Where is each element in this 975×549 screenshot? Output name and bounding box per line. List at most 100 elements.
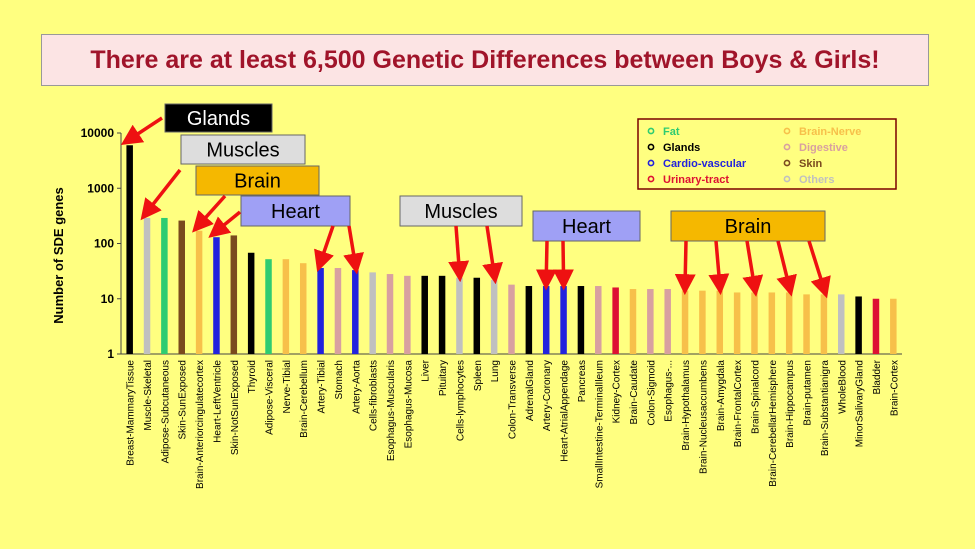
x-tick-labels: Breast-MammaryTissue Muscle-Skeletal Adipo… [126, 359, 901, 489]
bar-lung [490, 279, 498, 354]
legend-entry-brain-nerve: Brain-Nerve [799, 126, 861, 138]
x-tick-label: Kidney-Cortex [612, 360, 623, 423]
x-tick-label: Adipose-Subcutaneous [160, 360, 171, 463]
x-tick-label: Adipose-Visceral [265, 360, 276, 435]
x-tick-label: Artery-Aorta [351, 360, 362, 414]
legend-box [637, 118, 897, 190]
annotation-label-muscles: Muscles [206, 140, 279, 162]
x-tick-label: Cells-fibroblasts [369, 360, 380, 431]
bar-muscle-skeletal [143, 217, 151, 354]
legend-entry-glands: Glands [663, 142, 700, 154]
bar-skin-notsunexposed [230, 235, 238, 354]
legend-entry-cardio-vascular: Cardio-vascular [663, 158, 747, 170]
x-tick-label: Brain-Nucleusaccumbens [698, 360, 709, 474]
x-tick-label: Pancreas [577, 360, 588, 402]
x-tick-label: Breast-MammaryTissue [126, 360, 137, 466]
bar-colon-transverse [508, 284, 515, 354]
bar-liver [421, 275, 428, 354]
x-tick-label: Bladder [872, 359, 883, 394]
x-tick-label: Esophagus-Muscularis [386, 360, 397, 461]
bar-artery-coronary [542, 286, 550, 354]
x-tick-label: Lung [490, 360, 501, 382]
bar-brain-cortex [890, 298, 897, 354]
annotation-arrow [208, 210, 242, 238]
bar-brain-amygdala [716, 290, 724, 354]
annotation-arrow [343, 225, 364, 275]
bar-brain-hippocampus [785, 292, 793, 354]
x-tick-label: Stomach [334, 360, 345, 399]
bar-brain-caudate [629, 289, 637, 354]
annotation-arrow [314, 225, 335, 272]
x-tick-label: MinorSalivaryGland [855, 360, 866, 447]
bar-minorsalivarygland [855, 296, 862, 354]
y-tick-label: 10000 [81, 126, 115, 140]
annotation-arrow [448, 225, 470, 283]
annotation-arrow [742, 240, 764, 297]
x-tick-label: Brain-Substantianigra [820, 360, 831, 457]
x-tick-label: Thyroid [247, 360, 258, 393]
bar-brain-anteriorcingulatecortex [195, 230, 203, 354]
bar-brain-cerebellum [299, 263, 307, 354]
annotation-box-brain [195, 165, 320, 196]
x-tick-label: Artery-Coronary [542, 360, 553, 431]
bar-brain-hypothalamus [681, 290, 689, 354]
bar-brain-nucleusaccumbens [699, 290, 706, 354]
bar-spleen [473, 277, 481, 354]
x-tick-label: Colon-Sigmoid [646, 360, 657, 426]
x-tick-label: Brain-Caudate [629, 360, 640, 425]
annotation-arrow [807, 240, 831, 299]
annotations: Glands Muscles Brain Heart Muscles Heart Brain [120, 103, 831, 299]
x-tick-label: Brain-putamen [803, 360, 814, 426]
bar-colon-sigmoid [647, 289, 654, 354]
annotation-arrow [708, 240, 730, 296]
bar-cells-lymphocytes [456, 277, 463, 354]
bar-brain-cerebellarhemisphere [768, 292, 776, 354]
bar-thyroid [247, 252, 255, 354]
bar-nerve-tibial [282, 259, 290, 354]
x-tick-label: Heart-LeftVentricle [212, 360, 223, 443]
bar-brain-putamen [803, 294, 810, 354]
annotation-arrow [482, 225, 503, 285]
x-tick-label: Brain-Hippocampus [785, 360, 796, 448]
x-tick-label: Heart-AtrialAppendage [560, 360, 571, 462]
legend-marker [783, 143, 791, 151]
x-tick-label: Brain-Anteriorcingulatecortex [195, 360, 206, 489]
annotation-arrow [776, 240, 797, 297]
bar-adrenalgland [525, 286, 533, 354]
annotation-label-brain: Brain [234, 171, 281, 193]
legend-marker [783, 175, 791, 183]
x-tick-label: Artery-Tibial [317, 360, 328, 414]
x-tick-label: Esophagus-... [664, 360, 675, 422]
bar-smallintestine-terminalileum [595, 286, 602, 354]
bar-breast-mammarytissue [126, 145, 133, 354]
x-tick-label: AdrenalGland [525, 360, 536, 421]
bar-brain-spinalcord [751, 292, 758, 354]
bar-pancreas [577, 286, 585, 354]
x-tick-label: Brain-Spinalcord [750, 360, 761, 434]
annotation-label-heart: Heart [562, 216, 611, 238]
x-tick-label: SmallIntestine-TerminalIleum [594, 360, 605, 488]
bar-esophagus-... [664, 289, 671, 354]
title-box: There are at least 6,500 Genetic Differe… [41, 34, 929, 86]
y-tick-label: 1 [107, 347, 114, 361]
bar-brain-substantianigra [820, 294, 828, 354]
y-axis-label: Number of SDE genes [51, 187, 66, 324]
legend-marker [647, 159, 655, 167]
legend-marker [783, 127, 791, 135]
bar-brain-frontalcortex [733, 292, 741, 354]
x-tick-label: Nerve-Tibial [282, 360, 293, 414]
y-tick-label: 100 [94, 237, 114, 251]
legend-marker [783, 159, 791, 167]
annotation-box-brain [670, 210, 826, 242]
annotation-box-glands [164, 103, 273, 133]
bar-wholeblood [838, 294, 845, 354]
y-tick-label: 1000 [87, 181, 114, 195]
y-tick-label: 10 [101, 292, 115, 306]
bar-heart-leftventricle [213, 237, 220, 354]
x-tick-label: Brain-Cortex [889, 360, 900, 416]
x-tick-label: Spleen [473, 360, 484, 391]
annotation-arrow [192, 194, 227, 233]
bars [126, 145, 897, 354]
legend-marker [647, 127, 655, 135]
